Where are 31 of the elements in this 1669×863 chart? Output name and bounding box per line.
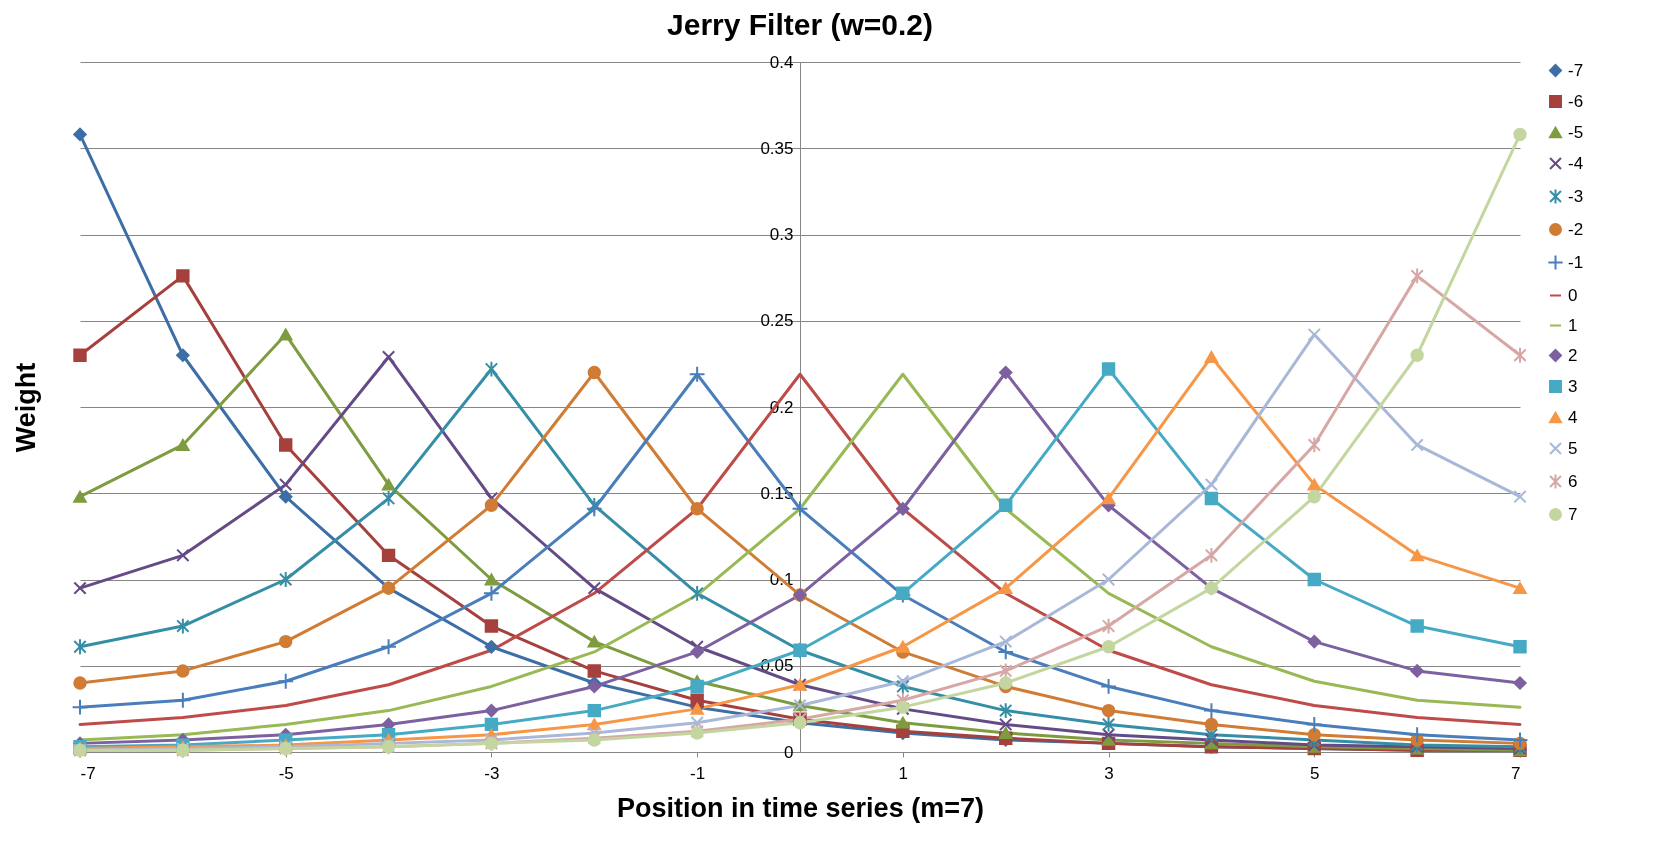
x-axis-title: Position in time series (m=7) (617, 792, 984, 823)
legend-label: -6 (1568, 91, 1584, 111)
legend-label: 1 (1568, 315, 1578, 335)
legend-label: -5 (1568, 122, 1584, 142)
y-tick-label: 0 (784, 742, 794, 762)
legend-label: -7 (1568, 60, 1584, 80)
legend-label: -2 (1568, 219, 1584, 239)
chart-title: Jerry Filter (w=0.2) (667, 8, 933, 41)
y-axis-title: Weight (10, 362, 41, 453)
x-tick-label: 7 (1511, 763, 1521, 783)
x-tick-label: 1 (898, 763, 909, 783)
x-tick-label: -5 (278, 763, 294, 783)
x-tick-label: 5 (1310, 763, 1320, 783)
x-tick-label: -1 (690, 763, 706, 783)
legend-label: 0 (1568, 285, 1578, 305)
y-tick-label: 0.4 (769, 52, 794, 72)
legend-label: 5 (1568, 438, 1578, 458)
legend-label: -3 (1568, 186, 1584, 206)
legend-label: 4 (1568, 407, 1578, 427)
legend-label: 2 (1568, 345, 1578, 365)
legend-label: 6 (1568, 471, 1578, 491)
x-tick-label: -7 (80, 763, 96, 783)
y-tick-label: 0.35 (760, 138, 794, 158)
legend-label: 3 (1568, 376, 1578, 396)
legend-label: 7 (1568, 504, 1578, 524)
legend-label: -1 (1568, 252, 1584, 272)
y-tick-label: 0.3 (769, 225, 794, 244)
legend-label: -4 (1568, 153, 1584, 173)
x-tick-label: 3 (1104, 763, 1114, 783)
x-tick-label: -3 (484, 763, 500, 783)
y-tick-label: 0.25 (760, 311, 794, 331)
